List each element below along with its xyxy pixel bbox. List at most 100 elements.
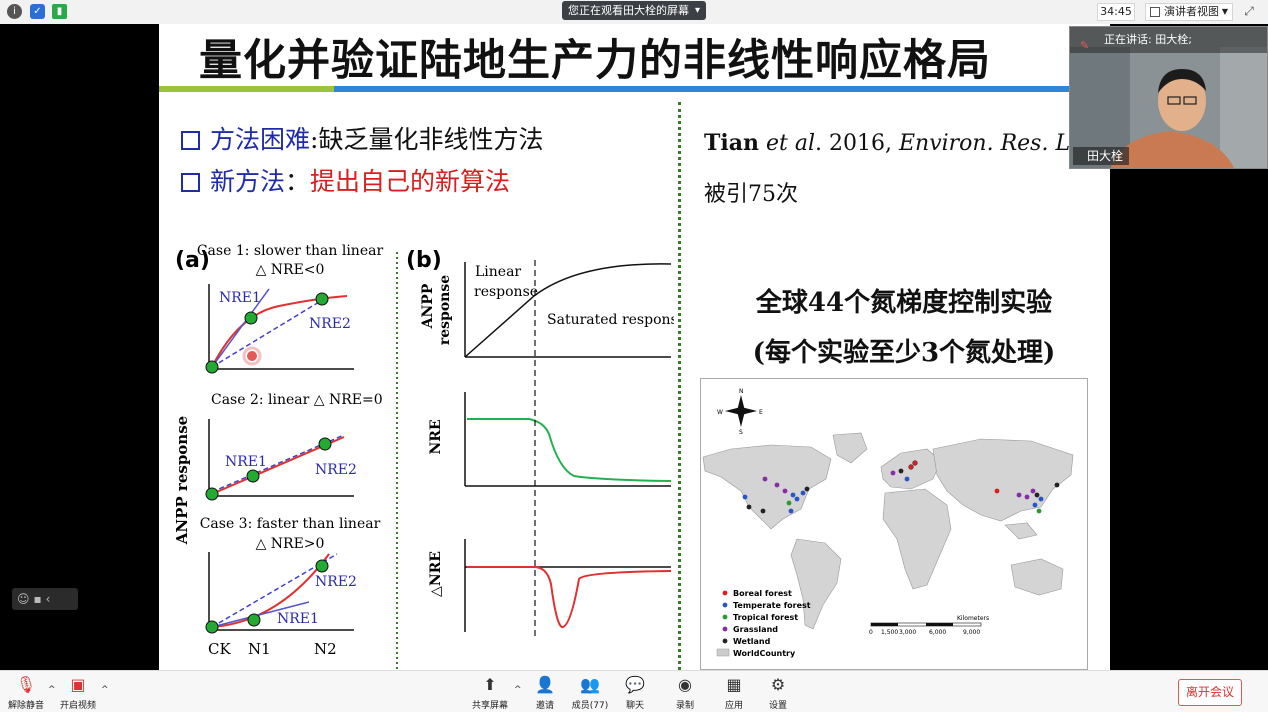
scale-tick-1: 1,500 <box>881 629 898 636</box>
start-video-button[interactable]: ▣ 开启视频 <box>54 675 102 711</box>
speaker-name: 田大栓 <box>1087 149 1124 163</box>
citation: Tian et al. 2016, Environ. Res. Lett <box>704 130 1101 156</box>
southeast-asia <box>1004 522 1038 540</box>
scale-tick-4: 9,000 <box>963 629 980 636</box>
saturated-label: Saturated response <box>547 312 674 328</box>
emoji-icon[interactable]: ☺ <box>17 592 34 606</box>
case1-plot <box>205 284 354 374</box>
legend-country: WorldCountry <box>733 649 796 658</box>
video-options-caret[interactable]: ^ <box>101 685 109 695</box>
view-select[interactable]: 演讲者视图 ▼ <box>1145 3 1233 21</box>
citation-author: Tian <box>704 130 759 156</box>
members-button[interactable]: 👥 成员(77) <box>566 675 614 711</box>
chat-button[interactable]: 💬 聊天 <box>611 675 659 711</box>
legend-tropical: Tropical forest <box>733 613 798 622</box>
grid-icon <box>1150 7 1160 17</box>
case3-title: Case 3: faster than linear <box>200 516 381 532</box>
x-label-n1: N1 <box>248 640 271 658</box>
apps-label: 应用 <box>724 701 743 711</box>
bullet-method-difficulty: 方法困难:缺乏量化非线性方法 <box>181 120 543 156</box>
meeting-toolbar: 🎙 解除静音 ^ ▣ 开启视频 ^ ⬆ 共享屏幕 ^ 👤 邀请 👥 成员(77)… <box>0 670 1268 712</box>
case1-nre2-label: NRE2 <box>309 316 351 332</box>
cited-times: 被引75次 <box>704 182 798 207</box>
shared-slide: 量化并验证陆地生产力的非线性响应格局 方法困难:缺乏量化非线性方法 新方法：提出… <box>159 24 1110 670</box>
record-button[interactable]: ◉ 录制 <box>661 675 709 711</box>
bullet-new-method: 新方法：提出自己的新算法 <box>181 162 510 198</box>
share-options-caret[interactable]: ^ <box>514 685 522 695</box>
linear-label: Linear <box>475 264 521 280</box>
case3-plot <box>205 552 354 634</box>
bullet-sep: ： <box>285 167 311 196</box>
case1-nre1-label: NRE1 <box>219 290 261 306</box>
column-divider <box>678 102 681 670</box>
video-off-icon: ▣ <box>70 675 86 694</box>
apps-button[interactable]: ▦ 应用 <box>710 675 758 711</box>
invite-label: 邀请 <box>535 701 554 711</box>
experiments-line-2: (每个实验至少3个氮处理) <box>752 338 1056 368</box>
collapse-icon[interactable]: ‹ <box>45 592 55 606</box>
title-underline-blue <box>334 86 1110 92</box>
north-america <box>702 444 832 530</box>
case3-nre1-label: NRE1 <box>277 611 319 627</box>
record-label: 录制 <box>675 701 694 711</box>
start-video-label: 开启视频 <box>59 701 96 711</box>
leave-meeting-button[interactable]: 离开会议 <box>1178 679 1242 706</box>
x-label-ck: CK <box>208 640 231 658</box>
share-screen-icon: ⬆ <box>483 675 497 694</box>
speaker-video[interactable]: ✎ 正在讲话: 田大栓; 田大栓 <box>1069 26 1268 169</box>
invite-button[interactable]: 👤 邀请 <box>521 675 569 711</box>
legend-dot-4 <box>722 638 728 644</box>
citation-etal: et al <box>765 131 815 156</box>
chat-label: 聊天 <box>625 701 644 711</box>
shield-icon[interactable]: ✓ <box>30 4 45 19</box>
mic-options-caret[interactable]: ^ <box>48 685 56 695</box>
legend-dot-3 <box>722 626 728 632</box>
citation-journal: Environ. Res. Lett <box>898 131 1101 156</box>
scale-unit: Kilometers <box>957 615 989 622</box>
unmute-button[interactable]: 🎙 解除静音 <box>2 675 50 711</box>
case2-nre1-label: NRE1 <box>225 454 267 470</box>
b-delta-nre-plot <box>464 539 672 632</box>
world-map: N E W S <box>700 378 1088 670</box>
legend-dot-1 <box>722 602 728 608</box>
world-map-svg: N E W S <box>702 388 1074 658</box>
case3-nre2-label: NRE2 <box>315 574 357 590</box>
legend-grassland: Grassland <box>733 625 778 634</box>
panel-a-label: (a) <box>175 248 210 273</box>
settings-label: 设置 <box>768 701 787 711</box>
legend-swatch-country <box>716 648 730 657</box>
meeting-timer: 34:45 <box>1097 3 1135 21</box>
checkbox-bullet-icon <box>181 173 200 192</box>
experiments-line-1: 全球44个氮梯度控制实验 <box>755 288 1053 318</box>
legend-wetland: Wetland <box>733 637 771 646</box>
info-icon[interactable]: i <box>7 4 22 19</box>
unmute-label: 解除静音 <box>7 701 44 711</box>
greenland <box>832 432 868 464</box>
chat-bubble-icon[interactable]: ▪ <box>33 592 46 606</box>
scale-bar: 0 1,500 3,000 6,000 9,000 Kilometers <box>869 615 989 636</box>
asia <box>932 438 1074 522</box>
case1-title: Case 1: slower than linear <box>197 243 384 259</box>
record-icon: ◉ <box>678 675 692 694</box>
svg-text:W: W <box>717 409 723 416</box>
chevron-down-icon: ▼ <box>1221 7 1228 16</box>
settings-button[interactable]: ⚙ 设置 <box>754 675 802 711</box>
screen-share-banner[interactable]: 您正在观看田大栓的屏幕 ▾ <box>562 1 706 20</box>
svg-text:S: S <box>739 429 743 436</box>
scale-tick-3: 6,000 <box>929 629 946 636</box>
checkbox-bullet-icon <box>181 131 200 150</box>
fullscreen-icon[interactable]: ⤢ <box>1244 4 1254 18</box>
b-response-label: response <box>437 275 453 345</box>
mic-muted-icon: ✎ <box>1080 39 1090 52</box>
continents <box>702 432 1074 630</box>
scale-tick-0: 0 <box>869 629 873 636</box>
title-underline-green <box>159 86 334 92</box>
bullet-head: 新方法 <box>210 167 286 196</box>
chevron-down-icon[interactable]: ▾ <box>694 5 700 16</box>
reaction-tools[interactable]: ☺▪‹ <box>12 588 78 610</box>
bullet-body: 缺乏量化非线性方法 <box>318 125 544 154</box>
share-screen-button[interactable]: ⬆ 共享屏幕 <box>466 675 514 711</box>
x-label-n2: N2 <box>314 640 337 658</box>
signal-icon[interactable]: ▮ <box>52 4 67 19</box>
chat-icon: 💬 <box>625 675 645 694</box>
